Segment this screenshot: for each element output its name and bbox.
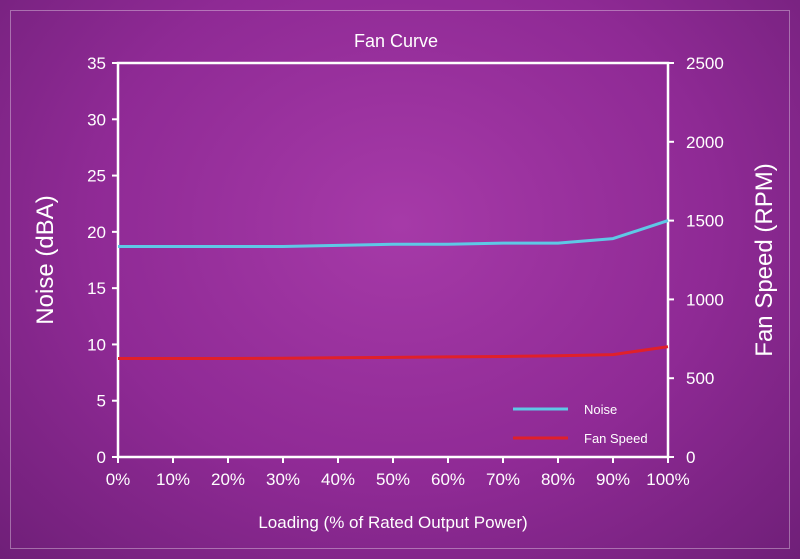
x-tick-label: 80%: [541, 470, 575, 489]
y-axis-right-title: Fan Speed (RPM): [751, 163, 778, 356]
left-tick-label: 15: [87, 279, 106, 298]
left-tick-label: 0: [97, 448, 106, 467]
x-axis-ticks: 0% 10% 20% 30% 40% 50% 60% 70% 80% 90% 100%: [106, 457, 690, 489]
right-tick-label: 0: [686, 448, 695, 467]
right-tick-label: 500: [686, 369, 714, 388]
noise-line: [118, 219, 669, 248]
chart-title: Fan Curve: [354, 31, 438, 51]
left-tick-label: 35: [87, 54, 106, 73]
left-axis-ticks: 0 5 10 15 20 25 30 35: [87, 54, 118, 467]
legend: Noise Fan Speed: [513, 402, 648, 446]
left-tick-label: 20: [87, 223, 106, 242]
x-tick-label: 0%: [106, 470, 131, 489]
x-tick-label: 10%: [156, 470, 190, 489]
right-tick-label: 1500: [686, 212, 724, 231]
x-tick-label: 90%: [596, 470, 630, 489]
left-tick-label: 25: [87, 167, 106, 186]
plot-area: [116, 61, 670, 459]
left-tick-label: 5: [97, 392, 106, 411]
x-tick-label: 100%: [646, 470, 689, 489]
right-tick-label: 2000: [686, 133, 724, 152]
x-tick-label: 30%: [266, 470, 300, 489]
legend-label-fan-speed: Fan Speed: [584, 431, 648, 446]
x-tick-label: 70%: [486, 470, 520, 489]
legend-label-noise: Noise: [584, 402, 617, 417]
series-lines: [118, 219, 669, 360]
x-tick-label: 50%: [376, 470, 410, 489]
left-tick-label: 10: [87, 335, 106, 354]
x-tick-label: 60%: [431, 470, 465, 489]
x-tick-label: 20%: [211, 470, 245, 489]
y-axis-left-title: Noise (dBA): [32, 195, 59, 324]
right-axis-ticks: 0 500 1000 1500 2000 2500: [668, 54, 724, 467]
x-tick-label: 40%: [321, 470, 355, 489]
fan-speed-line: [118, 345, 669, 360]
chart-frame: [10, 10, 790, 549]
right-tick-label: 2500: [686, 54, 724, 73]
x-axis-title: Loading (% of Rated Output Power): [258, 513, 527, 532]
right-tick-label: 1000: [686, 290, 724, 309]
left-tick-label: 30: [87, 110, 106, 129]
